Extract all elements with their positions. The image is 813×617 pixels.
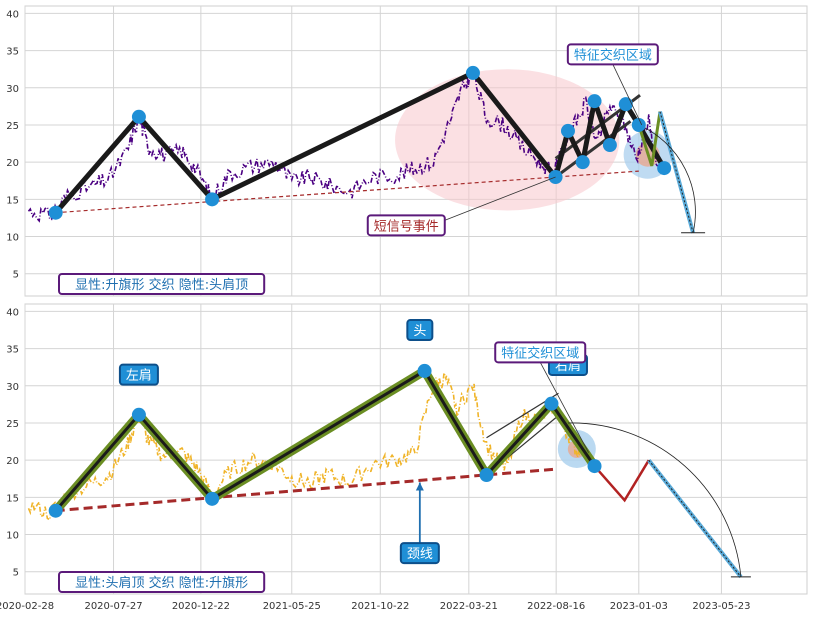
arrow-head	[415, 482, 424, 491]
y-tick-label: 40	[6, 307, 19, 318]
annotation-label: 左肩	[126, 368, 152, 384]
pivot-point	[465, 65, 480, 80]
footer-label-box	[58, 273, 266, 295]
pivot-point	[602, 138, 617, 153]
y-tick-label: 20	[6, 456, 19, 467]
x-tick-label: 2022-03-21	[440, 601, 498, 612]
pivot-point	[587, 459, 602, 474]
x-tick-label: 2020-02-28	[0, 601, 54, 612]
pivot-point	[631, 117, 646, 132]
y-tick-label: 30	[6, 382, 19, 393]
y-tick-label: 25	[6, 419, 19, 430]
y-tick-label: 35	[6, 47, 19, 58]
pivot-point	[48, 205, 63, 220]
pivot-point	[479, 468, 494, 483]
top-price-series	[27, 70, 659, 223]
annotation-pointer	[612, 64, 643, 126]
pivot-point	[48, 503, 63, 518]
y-tick-label: 25	[6, 121, 19, 132]
projection-dash	[659, 111, 694, 233]
annotation-label-box	[366, 214, 446, 237]
x-tick-label: 2022-08-16	[527, 601, 585, 612]
annotation-label: 特征交织区域	[501, 345, 579, 361]
annotation-pointer	[539, 362, 589, 453]
annotation-label: 特征交织区域	[574, 47, 652, 63]
y-tick-label: 10	[6, 233, 19, 244]
y-tick-label: 20	[6, 158, 19, 169]
pivot-point	[657, 161, 672, 176]
annotation-label: 短信号事件	[374, 219, 439, 234]
top-y-axis: 5 10 15 20 25 30 35 40	[6, 9, 19, 280]
pivot-point	[618, 97, 633, 112]
projection-arc	[638, 124, 696, 233]
footer-label-box	[58, 571, 266, 593]
annotation-label: 颈线	[407, 547, 433, 562]
footer-label: 显性:升旗形 交织 隐性:头肩顶	[75, 277, 248, 293]
y-tick-label: 5	[13, 568, 19, 579]
signal-ellipse	[395, 69, 620, 211]
bottom-y-axis: 5 10 15 20 25 30 35 40	[6, 307, 19, 578]
annotation-label-box	[494, 341, 587, 364]
pivot-point	[131, 109, 146, 124]
top-pivot-points	[48, 65, 672, 220]
x-tick-label: 2023-01-03	[610, 601, 668, 612]
pivot-point	[575, 155, 590, 170]
projection-arc	[567, 422, 742, 577]
y-tick-label: 40	[6, 9, 19, 20]
pivot-point	[131, 407, 146, 422]
y-tick-label: 5	[13, 270, 19, 281]
annotation-label-box	[566, 43, 659, 66]
y-tick-label: 35	[6, 345, 19, 356]
annotation-label-box	[399, 542, 440, 565]
y-tick-label: 30	[6, 84, 19, 95]
x-tick-label: 2023-05-23	[692, 601, 750, 612]
pivot-point	[560, 123, 575, 138]
pivot-point	[417, 363, 432, 378]
bottom-pivot-points	[48, 363, 602, 518]
projection-dash	[648, 459, 742, 578]
x-tick-label: 2020-07-27	[84, 601, 142, 612]
pivot-point	[205, 491, 220, 506]
footer-label: 显性:头肩顶 交织 隐性:升旗形	[75, 575, 248, 591]
price-line	[27, 70, 659, 223]
x-tick-label: 2021-05-25	[263, 601, 321, 612]
x-axis: 2020-02-28 2020-07-27 2020-12-22 2021-05-25…	[0, 601, 750, 612]
projection-green	[637, 111, 662, 167]
annotation-label-box	[118, 363, 159, 386]
y-tick-label: 10	[6, 531, 19, 542]
x-tick-label: 2021-10-22	[351, 601, 409, 612]
pivot-point	[587, 94, 602, 109]
annotation-label: 头	[413, 324, 426, 339]
x-tick-label: 2020-12-22	[172, 601, 230, 612]
y-tick-label: 15	[6, 195, 19, 206]
y-tick-label: 15	[6, 493, 19, 504]
projection-red	[593, 459, 650, 503]
pivot-point	[544, 396, 559, 411]
pivot-point	[205, 192, 220, 207]
annotation-label-box	[406, 319, 434, 342]
